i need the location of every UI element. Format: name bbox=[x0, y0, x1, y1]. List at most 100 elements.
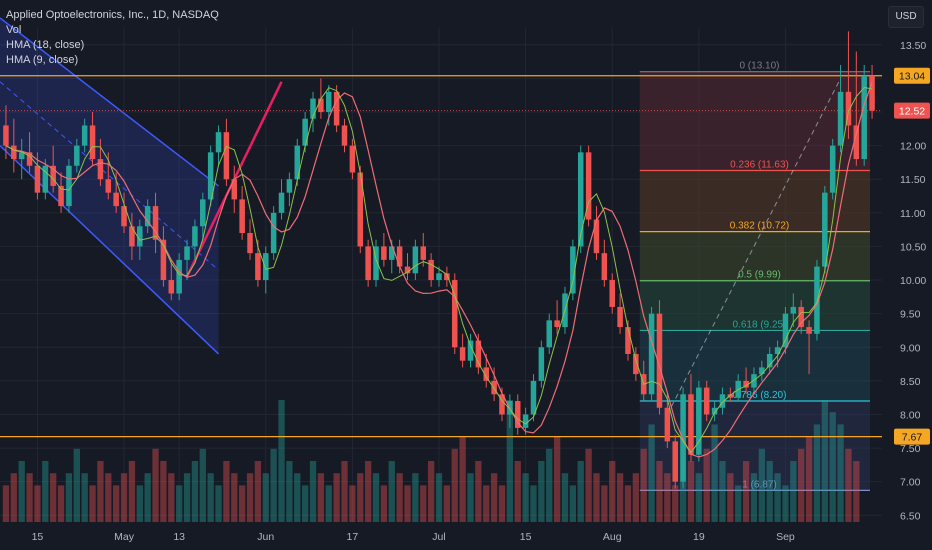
candle-body bbox=[404, 266, 411, 274]
volume-bar bbox=[467, 473, 474, 522]
candle-body bbox=[341, 125, 348, 146]
symbol-title[interactable]: Applied Optoelectronics, Inc., 1D, NASDA… bbox=[6, 9, 219, 21]
candle-body bbox=[207, 152, 214, 200]
candle-body bbox=[247, 232, 253, 254]
currency-button[interactable]: USD bbox=[888, 6, 924, 28]
price-axis[interactable]: 13.5013.0012.5012.0011.5011.0010.5010.00… bbox=[882, 0, 932, 550]
volume-bar bbox=[656, 461, 663, 522]
candle-body bbox=[278, 192, 285, 213]
candle-body bbox=[570, 246, 576, 294]
price-tick-label: 12.00 bbox=[900, 141, 926, 153]
candle-body bbox=[286, 179, 293, 193]
hma-18-line bbox=[5, 82, 873, 458]
volume-bar bbox=[427, 461, 435, 522]
fib-zone-band bbox=[639, 401, 870, 491]
price-tick-label: 7.00 bbox=[900, 477, 921, 489]
candle-body bbox=[302, 118, 308, 146]
price-label: 13.04 bbox=[899, 71, 925, 83]
candle-body bbox=[349, 145, 356, 173]
candle-body bbox=[81, 125, 88, 146]
chart-legend: Applied Optoelectronics, Inc., 1D, NASDA… bbox=[6, 8, 219, 68]
volume-bar bbox=[396, 473, 403, 522]
candle-body bbox=[263, 253, 269, 281]
volume-bar bbox=[735, 485, 742, 522]
volume-bar bbox=[719, 461, 726, 522]
candle-body bbox=[837, 91, 844, 146]
candle-body bbox=[727, 394, 734, 398]
volume-bar bbox=[183, 473, 191, 522]
indicator-vol[interactable]: Vol bbox=[6, 24, 22, 36]
volume-bar bbox=[246, 473, 254, 522]
fib-level-label: 1 (6.87) bbox=[742, 479, 776, 490]
volume-bar bbox=[782, 485, 789, 522]
candle-body bbox=[420, 246, 427, 260]
volume-bar bbox=[585, 448, 592, 522]
time-axis[interactable]: 15 May 13 Jun 17 Jul 15 Aug 19 Sep bbox=[0, 522, 882, 550]
price-tick-label: 6.50 bbox=[900, 510, 921, 522]
candle-body bbox=[530, 380, 537, 415]
volume-bar bbox=[687, 461, 695, 522]
volume-bar bbox=[239, 485, 246, 522]
channel-mid-line bbox=[0, 81, 219, 271]
volume-bar bbox=[349, 485, 356, 522]
candle-body bbox=[365, 246, 371, 281]
volume-bar bbox=[798, 448, 805, 522]
volume-bar bbox=[341, 461, 348, 522]
candle-body bbox=[633, 353, 639, 375]
candle-body bbox=[782, 313, 789, 348]
volume-bar bbox=[168, 473, 175, 522]
volume-bar bbox=[538, 461, 545, 522]
candle-body bbox=[105, 179, 112, 193]
volume-bar bbox=[254, 461, 262, 522]
candle-body bbox=[845, 91, 852, 126]
volume-bar bbox=[333, 473, 340, 522]
horizontal-levels[interactable] bbox=[0, 75, 882, 438]
candle-body bbox=[514, 401, 521, 428]
volume-bar bbox=[506, 400, 514, 522]
candle-body bbox=[326, 91, 332, 113]
volume-bars bbox=[2, 400, 860, 522]
candle-body bbox=[333, 91, 340, 126]
candle-body bbox=[97, 159, 104, 180]
volume-bar bbox=[490, 473, 498, 522]
fib-level-label: 0.382 (10.72) bbox=[730, 221, 790, 232]
indicator-hma18[interactable]: HMA (18, close) bbox=[6, 39, 85, 51]
volume-bar bbox=[372, 473, 380, 522]
volume-bar bbox=[223, 461, 230, 522]
candle-body bbox=[176, 259, 182, 294]
candle-body bbox=[113, 192, 119, 207]
volume-bar bbox=[207, 473, 214, 522]
volume-bar bbox=[790, 461, 797, 522]
indicator-hma9[interactable]: HMA (9, close) bbox=[6, 54, 79, 66]
volume-bar bbox=[301, 485, 309, 522]
volume-bar bbox=[774, 473, 781, 522]
volume-bar bbox=[42, 461, 49, 522]
candle-body bbox=[766, 353, 773, 368]
candle-body bbox=[554, 320, 560, 328]
volume-bar bbox=[325, 485, 332, 522]
volume-bar bbox=[758, 448, 765, 522]
price-tick-label: 9.50 bbox=[900, 309, 921, 321]
candle-body bbox=[270, 212, 277, 254]
volume-bar bbox=[317, 473, 325, 522]
candle-body bbox=[577, 152, 584, 247]
descending-channel[interactable] bbox=[0, 17, 283, 355]
price-label: 7.67 bbox=[902, 432, 923, 444]
price-axis-bg bbox=[882, 0, 932, 550]
price-label-bg bbox=[894, 428, 930, 445]
volume-bar bbox=[81, 473, 88, 522]
volume-bar bbox=[128, 461, 136, 522]
candle-body bbox=[538, 347, 545, 381]
candle-body bbox=[11, 145, 17, 160]
candle-body bbox=[593, 219, 600, 254]
candle-body bbox=[66, 165, 72, 207]
candle-body bbox=[688, 394, 694, 455]
volume-bar bbox=[89, 485, 96, 522]
candle-body bbox=[656, 313, 663, 408]
candle-body bbox=[869, 75, 875, 111]
volume-bar bbox=[160, 461, 167, 522]
candle-body bbox=[436, 273, 442, 281]
candle-body bbox=[609, 280, 615, 307]
volume-bar bbox=[829, 412, 836, 522]
